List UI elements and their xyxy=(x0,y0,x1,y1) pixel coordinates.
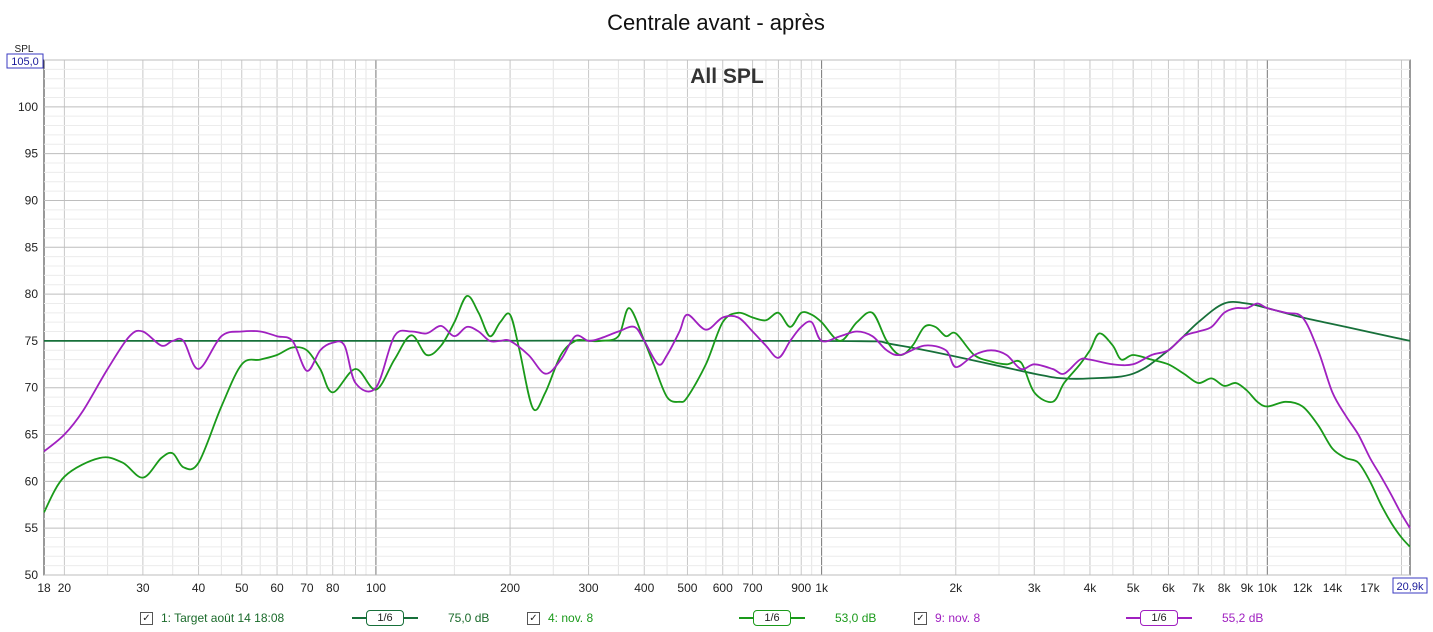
y-axis-label: SPL xyxy=(15,44,34,55)
x-tick-label: 30 xyxy=(136,581,150,595)
smoothing-control-nov8-b[interactable]: 1/6 xyxy=(1126,610,1192,626)
smoothing-label-nov8-a: 1/6 xyxy=(753,610,791,626)
x-tick-label: 18 xyxy=(37,581,51,595)
legend-checkbox-nov8-a[interactable]: ✓ xyxy=(527,611,540,625)
x-tick-label: 12k xyxy=(1293,581,1313,595)
legend-checkbox-target[interactable]: ✓ xyxy=(140,611,153,625)
x-tick-label: 600 xyxy=(713,581,733,595)
x-tick-label: 100 xyxy=(366,581,386,595)
smoothing-label-nov8-b: 1/6 xyxy=(1140,610,1178,626)
y-tick-label: 80 xyxy=(25,287,39,301)
y-tick-label: 50 xyxy=(25,568,39,582)
x-tick-label: 50 xyxy=(235,581,249,595)
x-tick-label: 500 xyxy=(677,581,697,595)
legend-item-target[interactable]: ✓ 1: Target août 14 18:08 xyxy=(140,608,284,628)
y-tick-label: 75 xyxy=(25,334,39,348)
series-line-3 xyxy=(43,302,1411,529)
x-tick-label: 1k xyxy=(815,581,829,595)
x-tick-label: 6k xyxy=(1162,581,1176,595)
x-tick-label: 2k xyxy=(949,581,963,595)
y-tick-label: 60 xyxy=(25,474,39,488)
y-tick-label: 65 xyxy=(25,428,39,442)
x-tick-label: 20 xyxy=(58,581,72,595)
y-tick-label: 55 xyxy=(25,521,39,535)
x-tick-label: 7k xyxy=(1192,581,1206,595)
smoothing-control-nov8-a[interactable]: 1/6 xyxy=(739,610,805,626)
x-end-box[interactable] xyxy=(1392,577,1428,594)
legend-item-nov8-a[interactable]: ✓ 4: nov. 8 xyxy=(527,608,593,628)
grid xyxy=(44,59,1410,576)
x-tick-label: 14k xyxy=(1323,581,1343,595)
axes: 18 20 30 40 50 60 70 80 100 200 300 400 500 600 700 900… xyxy=(18,100,1381,595)
legend-value-target: 75,0 dB xyxy=(448,611,490,625)
y-tick-label: 85 xyxy=(25,240,39,254)
legend-label-nov8-a: 4: nov. 8 xyxy=(548,611,594,625)
legend-checkbox-nov8-b[interactable]: ✓ xyxy=(914,611,927,625)
x-tick-label: 200 xyxy=(500,581,520,595)
legend-value-nov8-b: 55,2 dB xyxy=(1222,611,1264,625)
y-tick-label: 100 xyxy=(18,100,38,114)
legend: ✓ 1: Target août 14 18:08 1/6 75,0 dB ✓ … xyxy=(0,608,1433,630)
y-top-box[interactable] xyxy=(6,53,44,69)
y-tick-label: 90 xyxy=(25,193,39,207)
x-tick-label: 400 xyxy=(634,581,654,595)
series-line-2 xyxy=(43,295,1411,548)
x-tick-label: 9k xyxy=(1241,581,1255,595)
legend-label-nov8-b: 9: nov. 8 xyxy=(935,611,981,625)
series-layer xyxy=(43,295,1411,548)
smoothing-control-target[interactable]: 1/6 xyxy=(352,610,418,626)
chart-title: Centrale avant - après xyxy=(607,10,825,35)
x-tick-label: 300 xyxy=(579,581,599,595)
x-tick-label: 3k xyxy=(1028,581,1042,595)
legend-label-target: 1: Target août 14 18:08 xyxy=(161,611,285,625)
y-tick-label: 70 xyxy=(25,381,39,395)
x-tick-label: 17k xyxy=(1360,581,1380,595)
legend-item-nov8-b[interactable]: ✓ 9: nov. 8 xyxy=(914,608,980,628)
x-tick-label: 70 xyxy=(300,581,314,595)
x-tick-label: 5k xyxy=(1127,581,1141,595)
x-tick-label: 10k xyxy=(1258,581,1278,595)
x-tick-label: 4k xyxy=(1084,581,1098,595)
x-tick-label: 900 xyxy=(791,581,811,595)
x-tick-label: 8k xyxy=(1218,581,1232,595)
x-tick-label: 80 xyxy=(326,581,340,595)
y-tick-label: 95 xyxy=(25,147,39,161)
legend-value-nov8-a: 53,0 dB xyxy=(835,611,877,625)
x-tick-label: 700 xyxy=(743,581,763,595)
smoothing-label-target: 1/6 xyxy=(366,610,404,626)
x-end-label: 20,9k xyxy=(1397,581,1424,593)
y-top-label: 105,0 xyxy=(11,56,39,68)
x-tick-label: 40 xyxy=(192,581,206,595)
chart-subtitle: All SPL xyxy=(690,65,764,88)
chart[interactable]: Centrale avant - après All SPL 18 20 30 40 5… xyxy=(0,0,1433,606)
x-tick-label: 60 xyxy=(270,581,284,595)
